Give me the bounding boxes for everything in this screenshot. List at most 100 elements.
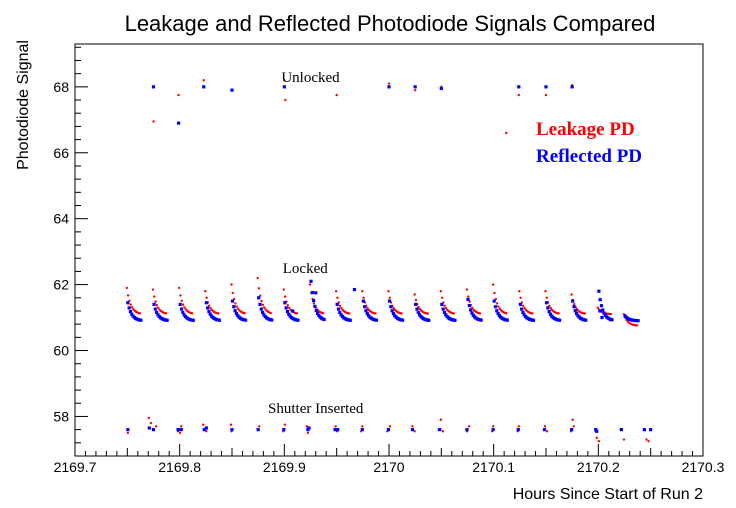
reflected-unlocked-point: [202, 85, 206, 89]
leakage-locked-point: [362, 296, 365, 299]
reflected-locked-point: [416, 310, 420, 315]
reflected-locked-point: [440, 302, 444, 306]
leakage-shutter-point: [149, 421, 153, 425]
leakage-locked-point: [151, 288, 155, 291]
leakage-unlocked-point: [517, 93, 520, 97]
reflected-locked-point: [389, 305, 393, 309]
reflected-unlocked-point: [413, 85, 417, 89]
leakage-locked-point: [596, 306, 600, 309]
leakage-locked-point: [321, 312, 325, 315]
leakage-locked-point: [282, 288, 286, 291]
reflected-locked-point: [152, 302, 156, 306]
leakage-locked-point: [439, 290, 443, 293]
leakage-shutter-point: [361, 425, 364, 428]
reflected-locked-point: [544, 301, 549, 305]
leakage-locked-point: [495, 302, 499, 305]
x-tick-label: 2169.8: [158, 459, 201, 475]
reflected-shutter-point: [642, 428, 646, 432]
reflected-shutter-point: [333, 428, 337, 432]
leakage-shutter-point: [202, 423, 205, 426]
leakage-locked-point: [387, 290, 390, 293]
leakage-shutter-point: [622, 438, 626, 441]
reflected-locked-point: [599, 304, 604, 308]
reflected-locked-point: [244, 318, 248, 322]
reflected-locked-point: [387, 299, 392, 303]
leakage-locked-point: [257, 287, 261, 290]
reflected-locked-point: [414, 302, 418, 306]
reflected-shutter-point: [410, 428, 415, 432]
reflected-locked-point: [361, 299, 365, 303]
annotation-label: Locked: [283, 261, 328, 277]
reflected-shutter-point: [619, 428, 623, 432]
leakage-locked-point: [336, 296, 339, 299]
reflected-shutter-point: [282, 428, 286, 432]
leakage-locked-point: [497, 305, 500, 308]
leakage-locked-point: [557, 312, 560, 315]
leakage-unlocked-point: [544, 93, 548, 97]
leakage-locked-point: [452, 312, 456, 315]
reflected-shutter-point: [151, 428, 156, 432]
reflected-locked-point: [575, 312, 579, 316]
reflected-locked-point: [206, 306, 210, 310]
leakage-locked-point: [261, 303, 265, 306]
leakage-shutter-point: [571, 418, 574, 421]
leakage-locked-point: [444, 307, 448, 310]
leakage-locked-point: [287, 306, 291, 310]
reflected-locked-point: [234, 312, 239, 316]
x-tick-label: 2169.7: [54, 459, 97, 475]
reflected-shutter-point: [307, 426, 311, 430]
reflected-locked-point: [401, 318, 405, 322]
reflected-locked-point: [257, 296, 261, 300]
reflected-locked-point: [571, 299, 575, 303]
leakage-locked-point: [256, 276, 259, 280]
y-tick-label: 62: [53, 277, 69, 293]
reflected-shutter-point: [465, 428, 469, 432]
reflected-locked-point: [598, 298, 602, 302]
reflected-locked-point: [339, 313, 343, 317]
reflected-locked-point: [573, 309, 577, 313]
reflected-locked-point: [126, 301, 130, 305]
reflected-locked-point: [296, 318, 300, 322]
reflected-locked-point: [418, 313, 422, 317]
leakage-locked-point: [366, 307, 369, 310]
leakage-locked-point: [125, 286, 129, 290]
leakage-locked-point: [153, 295, 156, 298]
reflected-locked-point: [546, 306, 550, 310]
reflected-locked-point: [207, 309, 211, 314]
leakage-shutter-point: [258, 425, 261, 428]
leakage-locked-point: [312, 302, 316, 305]
leakage-locked-point: [204, 290, 207, 293]
leakage-shutter-point: [178, 431, 182, 435]
reflected-locked-point: [601, 308, 605, 312]
leakage-locked-point: [549, 307, 552, 310]
reflected-locked-point: [310, 290, 314, 295]
leakage-shutter-point: [491, 425, 495, 428]
leakage-locked-point: [235, 305, 238, 308]
leakage-shutter-point: [645, 438, 648, 441]
reflected-shutter-point: [516, 428, 520, 432]
leakage-shutter-point: [388, 425, 392, 428]
reflected-unlocked-point: [570, 85, 574, 89]
reflected-shutter-point: [360, 428, 364, 432]
leakage-unlocked-point: [335, 93, 338, 97]
leakage-locked-point: [505, 312, 508, 315]
leakage-locked-point: [498, 307, 501, 310]
reflected-shutter-point: [256, 428, 260, 432]
annotations: Unlocked Locked Shutter Inserted: [268, 70, 364, 417]
reflected-locked-point: [153, 307, 157, 311]
leakage-locked-point: [126, 294, 130, 297]
reflected-shutter-point: [126, 428, 130, 432]
reflected-locked-point: [322, 317, 326, 322]
leakage-unlocked-point: [413, 88, 417, 92]
y-axis: 58 60 62 64 66 68: [53, 46, 88, 457]
annotation-label: Unlocked: [281, 70, 340, 86]
reflected-shutter-point: [594, 428, 598, 432]
reflected-locked-point: [230, 299, 235, 303]
y-tick-label: 68: [53, 79, 69, 95]
reflected-locked-point: [572, 305, 576, 309]
leakage-locked-point: [573, 302, 576, 306]
reflected-locked-point: [181, 310, 185, 315]
leakage-locked-point: [231, 291, 234, 295]
x-tick-label: 2170.2: [577, 459, 620, 475]
